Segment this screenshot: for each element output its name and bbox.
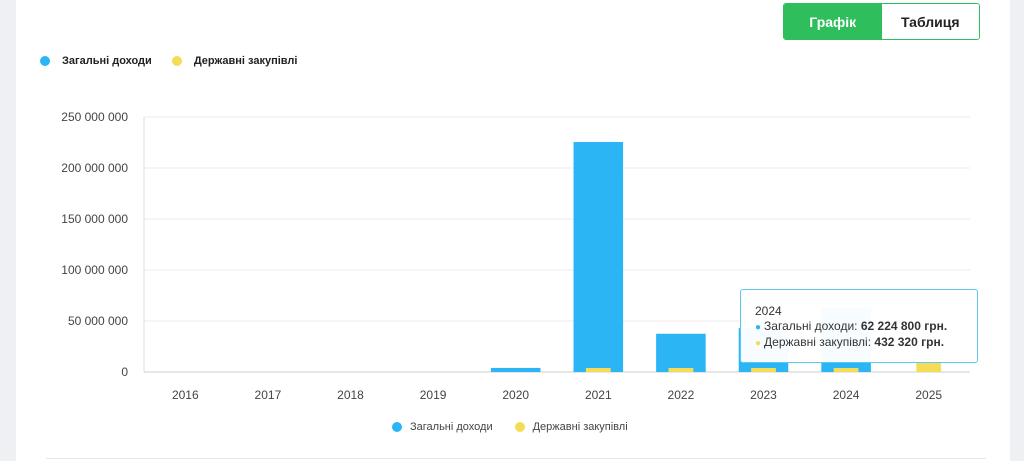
bar-procurement[interactable] bbox=[668, 368, 694, 372]
legend-item-procurement[interactable]: Державні закупівлі bbox=[171, 55, 298, 67]
chart-view-button[interactable]: Графік bbox=[784, 4, 882, 39]
legend-item-income[interactable]: Загальні доходи bbox=[40, 55, 152, 67]
legend-label-procurement: Державні закупівлі bbox=[193, 55, 298, 67]
view-toggle: Графік Таблиця bbox=[783, 3, 980, 40]
table-view-button[interactable]: Таблиця bbox=[881, 4, 979, 39]
tooltip-value-income: 62 224 800 грн. bbox=[860, 319, 948, 333]
tooltip-row-procurement: ● Державні закупівлі: 432 320 грн. bbox=[755, 335, 977, 351]
legend-label-income: Загальні доходи bbox=[62, 55, 152, 67]
y-tick-label: 150 000 000 bbox=[61, 212, 128, 226]
bar-income[interactable] bbox=[490, 367, 541, 372]
x-tick-label: 2021 bbox=[585, 388, 612, 402]
legend-bottom-item-income[interactable]: Загальні доходи bbox=[392, 421, 493, 433]
bar-procurement[interactable] bbox=[916, 362, 942, 372]
bar-income[interactable] bbox=[573, 141, 624, 372]
tooltip-year: 2024 bbox=[755, 304, 782, 318]
x-tick-label: 2020 bbox=[502, 388, 529, 402]
bar-income[interactable] bbox=[656, 333, 706, 372]
tooltip-dot-income: ● bbox=[755, 322, 762, 333]
x-tick-label: 2024 bbox=[833, 388, 860, 402]
x-tick-label: 2016 bbox=[172, 388, 199, 402]
bar-procurement[interactable] bbox=[751, 368, 776, 372]
y-tick-label: 50 000 000 bbox=[68, 314, 128, 328]
tooltip-label-income: Загальні доходи: bbox=[764, 319, 858, 333]
tooltip-label-procurement: Державні закупівлі: bbox=[764, 335, 872, 349]
tooltip-value-procurement: 432 320 грн. bbox=[874, 335, 945, 349]
bar-procurement[interactable] bbox=[585, 368, 611, 372]
bottom-divider bbox=[46, 458, 986, 459]
legend-bottom-label-income: Загальні доходи bbox=[410, 421, 493, 433]
tooltip-dot-procurement: ● bbox=[755, 338, 762, 349]
tooltip-row-income: ● Загальні доходи: 62 224 800 грн. bbox=[755, 319, 977, 335]
chart-card bbox=[16, 0, 1010, 461]
x-tick-label: 2018 bbox=[337, 388, 364, 402]
x-tick-label: 2023 bbox=[750, 388, 777, 402]
y-tick-label: 0 bbox=[121, 365, 128, 379]
legend-bottom: Загальні доходи Державні закупівлі bbox=[392, 421, 650, 433]
legend-bottom-item-procurement[interactable]: Державні закупівлі bbox=[514, 421, 628, 433]
bar-procurement[interactable] bbox=[833, 368, 859, 372]
x-tick-label: 2019 bbox=[420, 388, 447, 402]
y-tick-label: 100 000 000 bbox=[61, 263, 128, 277]
x-tick-label: 2017 bbox=[255, 388, 282, 402]
legend-bottom-dot-income bbox=[392, 422, 402, 432]
legend-bottom-label-procurement: Державні закупівлі bbox=[532, 421, 628, 433]
y-tick-label: 200 000 000 bbox=[61, 161, 128, 175]
legend-bottom-dot-procurement bbox=[514, 422, 525, 432]
x-tick-label: 2022 bbox=[668, 388, 695, 402]
legend-top: Загальні доходи Державні закупівлі bbox=[40, 55, 317, 67]
legend-dot-procurement bbox=[171, 56, 182, 66]
chart-tooltip: 2024 ● Загальні доходи: 62 224 800 грн. ●… bbox=[740, 289, 978, 363]
x-tick-label: 2025 bbox=[915, 388, 942, 402]
legend-dot-income bbox=[40, 56, 50, 66]
y-tick-label: 250 000 000 bbox=[61, 110, 128, 124]
